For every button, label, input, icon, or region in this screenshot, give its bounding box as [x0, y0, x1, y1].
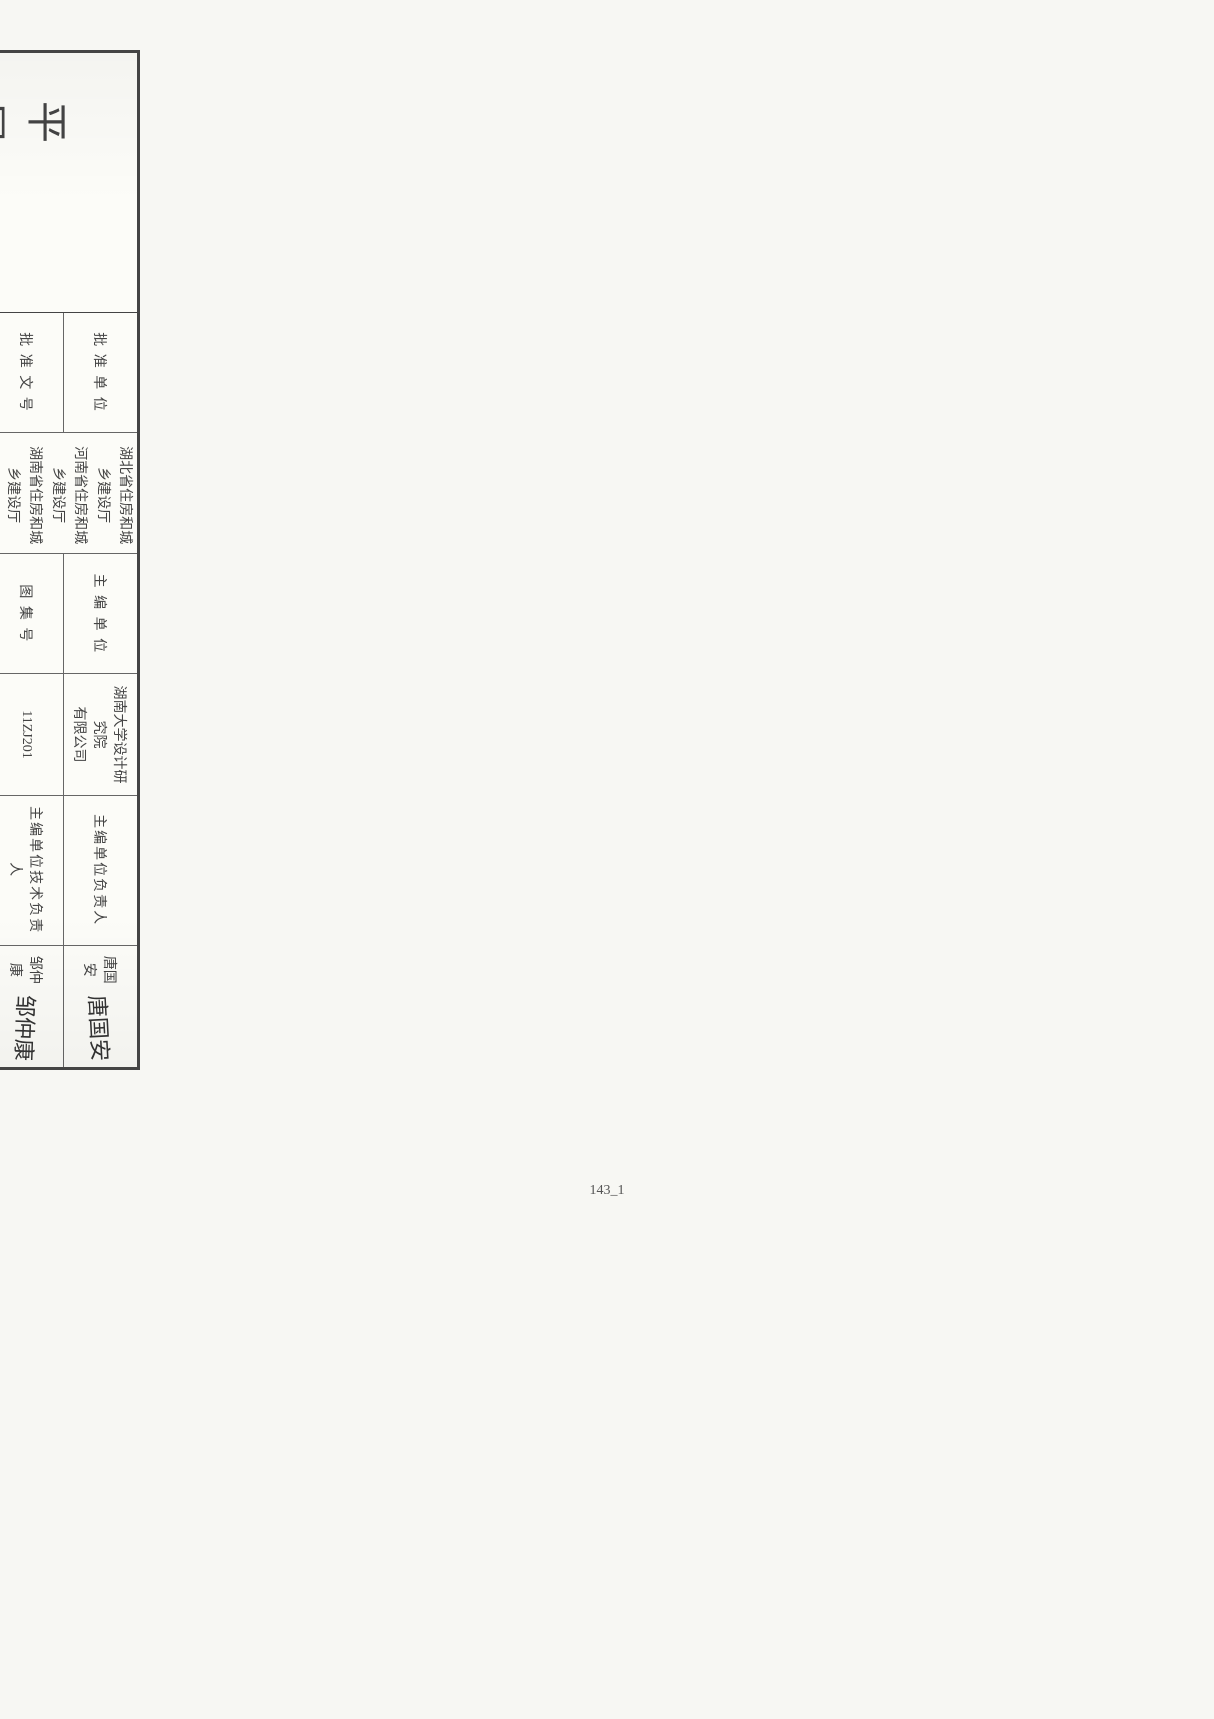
- scan-page-number: 143_1: [590, 1183, 625, 1199]
- label-atlas-no: 图 集 号: [0, 554, 63, 674]
- scanned-page: 装订线装订线装订线 平 屋 面 批 准 单 位 湖北省住房和城乡建设厅河南省住房…: [0, 0, 1214, 1719]
- main-unit: 湖南大学设计研究院 有限公司: [63, 674, 137, 795]
- meta-grid: 批 准 单 位 湖北省住房和城乡建设厅河南省住房和城乡建设厅湖南省住房和城乡建设…: [0, 313, 137, 1067]
- label-tech-chief: 主编单位技术负责人: [0, 796, 63, 946]
- editor-chief: 唐国安 唐国安: [63, 946, 137, 1067]
- label-main-unit: 主 编 单 位: [63, 554, 137, 674]
- approve-unit-item: 湖南省住房和城乡建设厅: [1, 443, 46, 547]
- label-editor-chief: 主编单位负责人: [63, 796, 137, 946]
- drawing-sheet: 平 屋 面 批 准 单 位 湖北省住房和城乡建设厅河南省住房和城乡建设厅湖南省住…: [0, 50, 140, 1070]
- atlas-no: 11ZJ201: [0, 674, 63, 795]
- tech-chief-name: 邹仲康: [6, 952, 46, 988]
- approve-units: 湖北省住房和城乡建设厅河南省住房和城乡建设厅湖南省住房和城乡建设厅广东省住房和城…: [0, 433, 137, 554]
- editor-chief-sig: 唐国安: [83, 994, 118, 1062]
- doc-title: 平 屋 面: [0, 53, 137, 313]
- approve-unit-item: 河南省住房和城乡建设厅: [45, 443, 90, 547]
- tech-chief-sig: 邹仲康: [9, 994, 43, 1061]
- sheet-header: 平 屋 面 批 准 单 位 湖北省住房和城乡建设厅河南省住房和城乡建设厅湖南省住…: [0, 53, 137, 1067]
- editor-chief-name: 唐国安: [81, 952, 121, 988]
- approve-unit-item: 广东省住房和城乡建设厅: [0, 443, 1, 547]
- approve-unit-item: 湖北省住房和城乡建设厅: [90, 443, 135, 547]
- tech-chief: 邹仲康 邹仲康: [0, 946, 63, 1067]
- label-approve-unit: 批 准 单 位: [63, 313, 137, 433]
- label-approve-doc: 批 准 文 号: [0, 313, 63, 433]
